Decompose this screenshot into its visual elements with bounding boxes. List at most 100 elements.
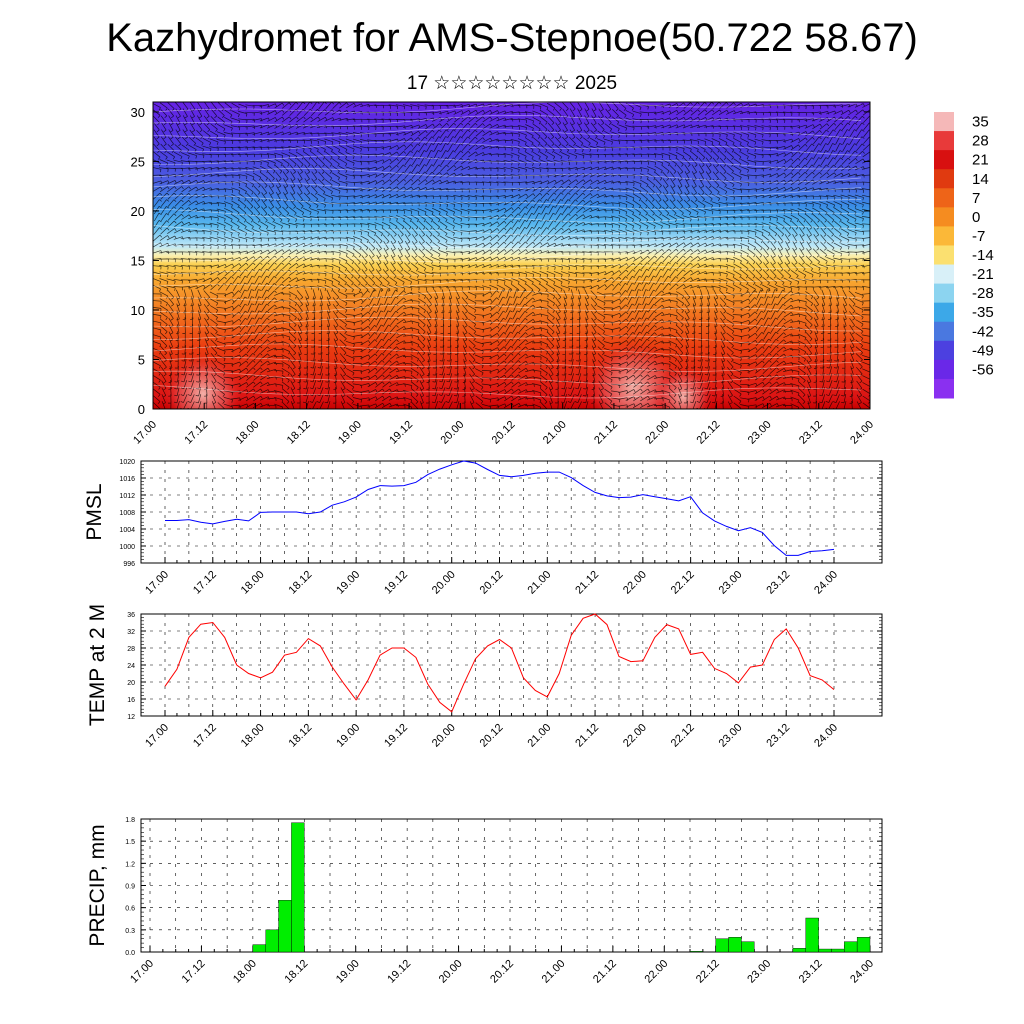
isotherm [153,303,862,317]
colorbar-label: -21 [972,266,994,283]
precip-bar [792,948,806,953]
isotherm [153,128,862,140]
colorbar-label: 7 [972,190,980,207]
x-tick-label: 20.12 [488,958,516,986]
isotherm [153,357,862,372]
precip-bar [278,900,292,953]
x-tick-label: 22.12 [695,419,723,447]
y-tick-label: 1.2 [125,861,135,868]
y-tick-label: 30 [131,105,145,120]
isotherm [153,115,862,127]
x-tick-label: 19.12 [387,419,415,447]
x-tick-label: 23.00 [717,722,745,750]
y-tick-label: 0 [138,402,145,417]
colorbar-label: -7 [972,228,985,245]
y-tick-label: 1004 [119,527,135,534]
x-tick-label: 18.12 [285,419,313,447]
x-tick-label: 17.12 [180,958,208,986]
y-tick-label: 28 [127,646,135,653]
colorbar-label: 35 [972,114,989,131]
isotherm [153,238,862,250]
colorbar-swatch [934,283,954,304]
isotherm [153,316,861,332]
y-tick-label: 16 [127,697,135,704]
x-tick-label: 17.12 [182,419,210,447]
x-tick-label: 17.00 [128,958,156,986]
x-tick-label: 20.12 [478,569,506,597]
x-tick-label: 20.12 [490,419,518,447]
x-tick-label: 21.12 [573,722,601,750]
grid [141,818,882,953]
x-tick-label: 21.00 [540,958,568,986]
precip-bar [831,948,845,953]
x-tick-label: 19.00 [334,569,362,597]
x-tick-label: 21.00 [525,722,553,750]
y-tick-label: 20 [131,204,145,219]
x-tick-label: 22.12 [669,722,697,750]
y-tick-label: 1016 [119,476,135,483]
x-tick-label: 20.00 [430,722,458,750]
x-tick-label: 17.00 [143,722,171,750]
y-tick-label: 1008 [119,510,135,517]
x-tick-label: 19.00 [334,958,362,986]
x-tick-label: 17.12 [191,569,219,597]
isotherm [153,330,862,345]
y-tick-label: 32 [127,629,135,636]
isotherm [153,251,862,263]
x-tick-label: 21.12 [592,419,620,447]
y-tick-label: 1.8 [125,817,135,824]
precip-bar [252,944,266,953]
precip-bar [291,822,305,953]
isotherm [153,225,862,237]
isotherm [153,168,862,183]
y-tick-label: 10 [131,303,145,318]
x-tick-label: 22.12 [669,569,697,597]
x-tick-label: 20.00 [430,569,458,597]
y-tick-label: 25 [131,154,145,169]
colorbar-label: 28 [972,133,989,150]
colorbar-swatch [934,321,954,342]
colorbar-label: 14 [972,171,989,188]
x-tick-label: 23.00 [745,958,773,986]
grid [141,613,882,717]
y-tick-label: 12 [127,714,135,721]
colorbar-label: 0 [972,209,980,226]
x-tick-label: 18.12 [287,722,315,750]
x-tick-label: 22.00 [621,569,649,597]
precip-bar [741,941,755,953]
y-tick-label: 1012 [119,493,135,500]
colorbar-swatch [934,207,954,227]
x-tick-label: 23.12 [797,419,825,447]
x-tick-label: 19.12 [385,958,413,986]
series-line [164,613,835,713]
x-tick-label: 18.00 [239,569,267,597]
colorbar-label: 21 [972,152,989,169]
isotherm [153,141,862,156]
x-tick-label: 22.12 [694,958,722,986]
x-tick-label: 24.00 [812,569,840,597]
x-tick-label: 20.12 [478,722,506,750]
x-tick-label: 18.00 [239,722,267,750]
colorbar-swatch [934,340,954,361]
colorbar-swatch [934,150,954,170]
x-tick-label: 19.00 [334,722,362,750]
isotherm [153,277,862,289]
x-tick-label: 23.00 [717,569,745,597]
y-tick-label: 15 [131,253,145,268]
isotherm [153,290,862,302]
x-tick-label: 21.00 [525,569,553,597]
colorbar-swatch [934,359,954,380]
precip-bar [805,917,819,953]
precip-bar [689,951,704,953]
colorbar-label: -49 [972,342,994,359]
x-tick-label: 19.12 [382,722,410,750]
isotherm [153,264,862,276]
isotherm [153,154,862,170]
heatmap-field [153,102,870,409]
colorbar-swatch [934,264,954,285]
x-tick-label: 23.12 [764,569,792,597]
colorbar-swatch [934,378,954,399]
x-tick-label: 20.00 [438,419,466,447]
series-line [165,460,835,556]
